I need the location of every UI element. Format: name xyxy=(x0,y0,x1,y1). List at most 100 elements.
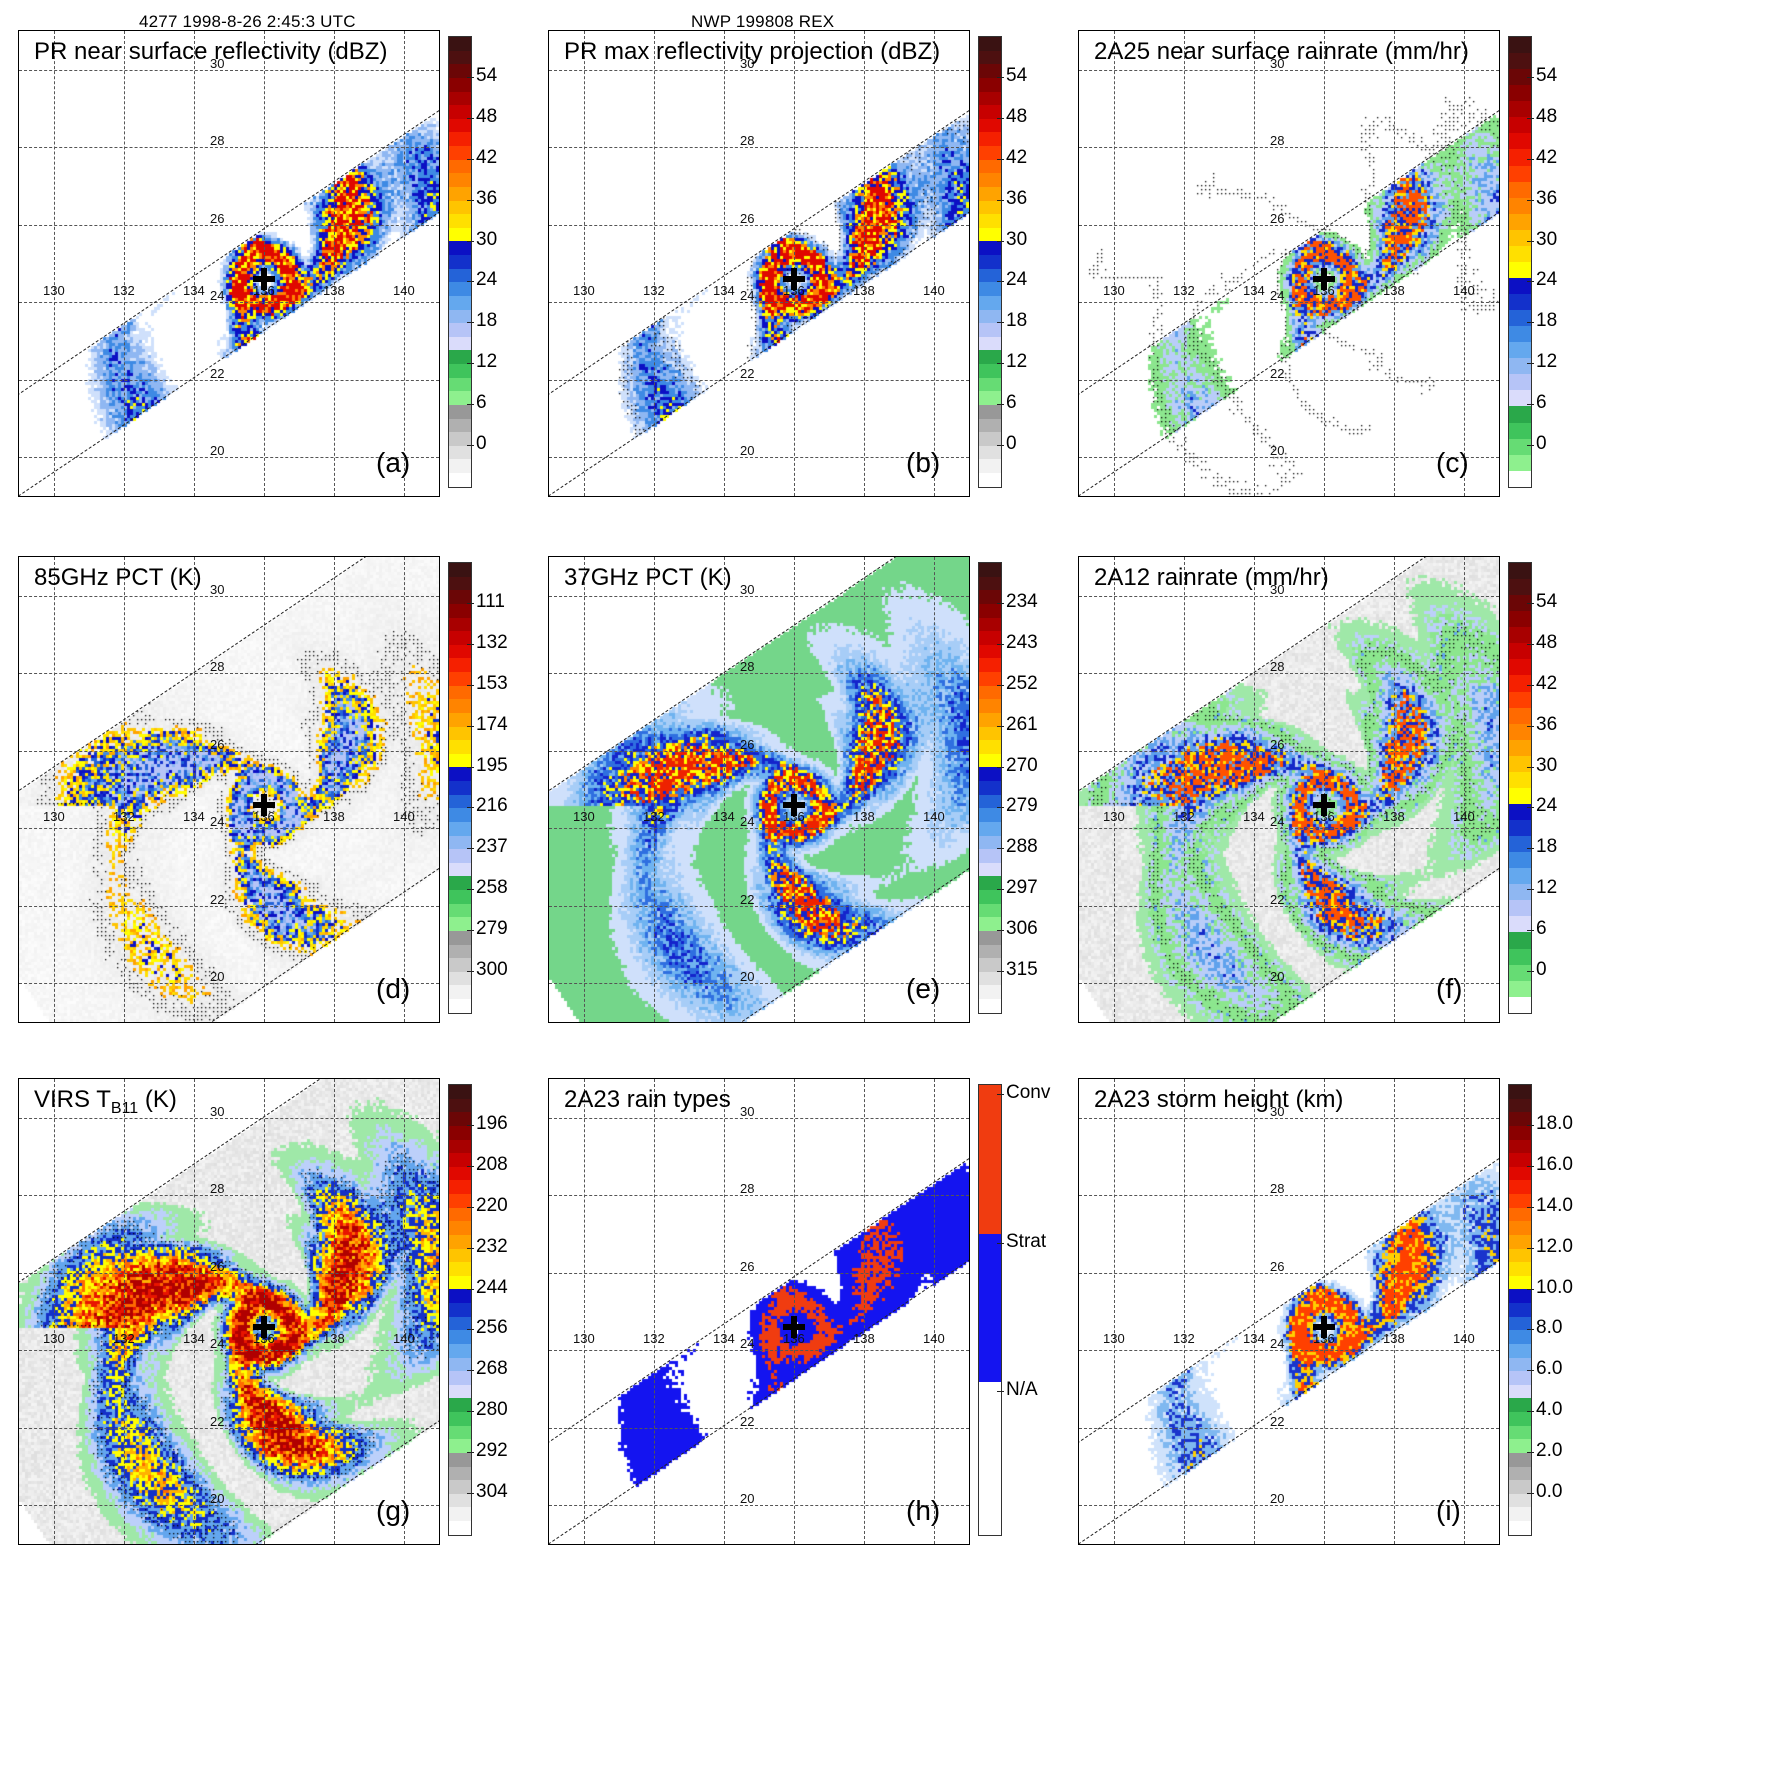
lat-tick-label: 20 xyxy=(1270,1491,1285,1507)
colorbar-tick xyxy=(1527,1329,1534,1331)
lon-tick-label: 134 xyxy=(183,1331,205,1346)
colorbar-segment xyxy=(979,255,1001,269)
colorbar-tick-label: 30 xyxy=(1536,754,1558,776)
lon-tick-label: 138 xyxy=(323,1331,345,1346)
colorbar-segment xyxy=(1509,1480,1531,1494)
colorbar-tick-label: 8.0 xyxy=(1536,1317,1563,1339)
plot-area-d: 130 132 134 136 138 140 30 28 26 24 22 20 xyxy=(18,556,440,1023)
storm-center-marker xyxy=(1313,794,1335,816)
colorbar-segment xyxy=(1509,803,1531,820)
colorbar-tick xyxy=(1527,766,1534,768)
colorbar-segment xyxy=(449,781,471,795)
colorbar-segment xyxy=(979,64,1001,78)
colorbar-segment xyxy=(449,1384,471,1399)
colorbar-tick-label: 48 xyxy=(1536,631,1558,653)
lat-tick-label: 26 xyxy=(1270,1258,1285,1274)
colorbar-segment xyxy=(979,309,1001,324)
colorbar-segment xyxy=(1509,900,1531,917)
colorbar-tick xyxy=(1527,1247,1534,1249)
colorbar-segment xyxy=(979,849,1001,863)
panel-title-b: PR max reflectivity projection (dBZ) xyxy=(564,38,941,65)
lat-tick-label: 24 xyxy=(1270,288,1285,304)
colorbar-tick xyxy=(467,1452,474,1454)
colorbar-tick-label: 18 xyxy=(476,310,498,332)
panel-label-c: (c) xyxy=(1436,447,1469,478)
colorbar-segment xyxy=(449,214,471,228)
lon-tick-label: 130 xyxy=(573,1331,595,1346)
colorbar-segment xyxy=(1509,723,1531,740)
lon-tick-label: 132 xyxy=(113,283,135,298)
lat-tick-label: 22 xyxy=(210,891,225,907)
colorbar-segment xyxy=(449,1125,471,1140)
lat-tick-label: 24 xyxy=(210,1336,225,1352)
colorbar-segment xyxy=(1509,117,1531,134)
lat-tick-label: 24 xyxy=(210,814,225,830)
colorbar-segment xyxy=(1509,787,1531,804)
colorbar-i xyxy=(1508,1084,1532,1536)
colorbar-segment xyxy=(979,576,1001,591)
colorbar-tick-label: 12 xyxy=(1536,877,1558,899)
colorbar-tick xyxy=(1527,1452,1534,1454)
colorbar-segment xyxy=(449,726,471,741)
colorbar-segment xyxy=(979,364,1001,378)
colorbar-tick xyxy=(997,930,1004,932)
colorbar-tick-label: 42 xyxy=(476,146,498,168)
data-raster-h xyxy=(549,1079,969,1544)
lon-tick-label: 140 xyxy=(1453,809,1475,824)
colorbar-segment xyxy=(979,644,1001,659)
storm-center-marker xyxy=(253,794,275,816)
colorbar-tick xyxy=(467,1288,474,1290)
colorbar-segment xyxy=(1509,1248,1531,1263)
colorbar-tick xyxy=(1527,1288,1534,1290)
colorbar-segment xyxy=(1509,1452,1531,1467)
colorbar-tick-label: 306 xyxy=(1006,918,1038,940)
lon-tick-label: 140 xyxy=(1453,1331,1475,1346)
colorbar-tick xyxy=(467,930,474,932)
colorbar-tick-label: 48 xyxy=(476,105,498,127)
colorbar-segment xyxy=(1509,771,1531,788)
colorbar-segment xyxy=(979,672,1001,686)
lon-tick-label: 134 xyxy=(713,1331,735,1346)
colorbar-segment xyxy=(449,282,471,296)
lon-tick-label: 130 xyxy=(1103,283,1125,298)
colorbar-segment xyxy=(979,958,1001,972)
lat-tick-label: 24 xyxy=(740,814,755,830)
colorbar-segment xyxy=(1509,1343,1531,1358)
panel-label-f: (f) xyxy=(1436,973,1463,1004)
colorbar-segment xyxy=(1509,1194,1531,1208)
lat-tick-label: 26 xyxy=(740,736,755,752)
colorbar-tick xyxy=(997,848,1004,850)
lon-tick-label: 140 xyxy=(393,283,415,298)
colorbar-segment xyxy=(1509,579,1531,596)
colorbar-segment xyxy=(1509,948,1531,965)
colorbar-tick xyxy=(997,889,1004,891)
colorbar-tick-label: 36 xyxy=(476,187,498,209)
panel-label-e: (e) xyxy=(906,973,941,1004)
colorbar-tick xyxy=(997,322,1004,324)
data-raster-b xyxy=(549,31,969,496)
lat-tick-label: 30 xyxy=(1270,581,1285,597)
lat-tick-label: 22 xyxy=(1270,1413,1285,1429)
colorbar-segment xyxy=(449,1275,471,1290)
colorbar-segment xyxy=(979,282,1001,296)
colorbar-tick xyxy=(1527,158,1534,160)
data-raster-d xyxy=(19,557,439,1022)
colorbar-tick-label: 36 xyxy=(1536,713,1558,735)
colorbar-segment xyxy=(1509,964,1531,981)
colorbar-tick-label: 256 xyxy=(476,1317,508,1339)
lat-tick-label: 22 xyxy=(740,1413,755,1429)
colorbar-segment xyxy=(449,350,471,364)
colorbar-tick xyxy=(997,363,1004,365)
colorbar-segment xyxy=(1509,1221,1531,1235)
colorbar-tick-label: 16.0 xyxy=(1536,1153,1573,1175)
colorbar-segment xyxy=(979,459,1001,473)
lon-tick-label: 134 xyxy=(183,809,205,824)
colorbar-segment xyxy=(1509,213,1531,230)
lon-tick-label: 140 xyxy=(393,1331,415,1346)
colorbar-tick xyxy=(997,281,1004,283)
lon-tick-label: 134 xyxy=(1243,283,1265,298)
colorbar-segment xyxy=(979,268,1001,283)
colorbar-tick-label: 24 xyxy=(1536,795,1558,817)
lat-tick-label: 26 xyxy=(210,1258,225,1274)
